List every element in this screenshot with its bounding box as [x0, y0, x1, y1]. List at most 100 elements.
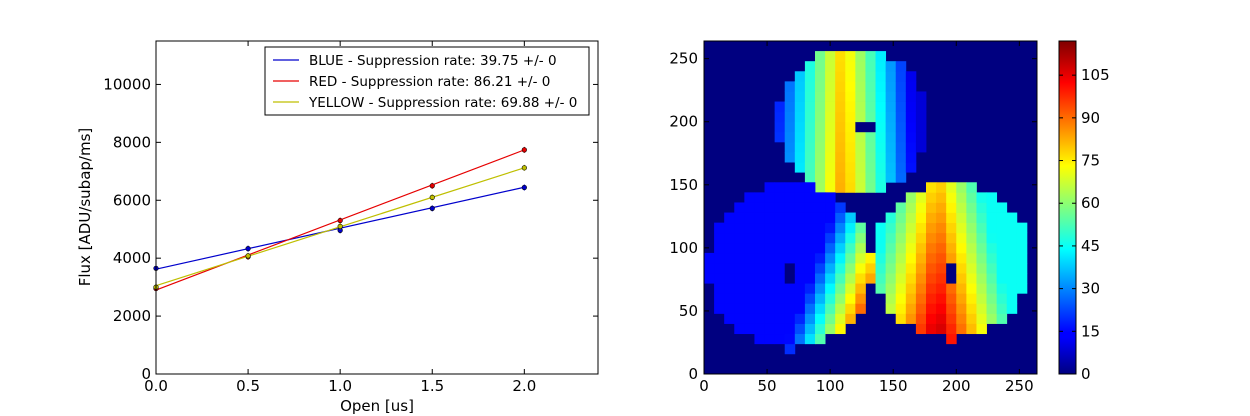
heatmap-cell — [704, 273, 715, 284]
heatmap-cell — [835, 313, 846, 324]
heatmap-cell — [926, 202, 937, 213]
heatmap-cell — [875, 263, 887, 274]
heatmap-cell — [744, 202, 755, 213]
heatmap-cell — [815, 121, 826, 133]
heatmap-cell — [905, 71, 917, 82]
heatmap-cell — [895, 252, 907, 264]
heatmap-cell — [784, 303, 796, 314]
heatmap-cell — [1006, 252, 1018, 264]
heatmap-cell — [956, 293, 967, 304]
heatmap-cell — [976, 323, 987, 335]
heatmap-cell — [885, 61, 897, 72]
heatmap-cell — [895, 162, 907, 173]
heatmap-cell — [905, 131, 917, 143]
legend: BLUE - Suppression rate: 39.75 +/- 0 RED … — [264, 46, 590, 116]
heatmap-cell — [996, 283, 1008, 294]
heatmap-cell — [1006, 232, 1018, 244]
heatmap-cell — [815, 232, 826, 244]
heatmap-cell — [825, 252, 836, 264]
heatmap-cell — [734, 263, 745, 274]
heatmap-cell — [946, 283, 957, 294]
heatmap-x-tick-label: 50 — [758, 377, 777, 395]
heatmap-cell — [744, 273, 755, 284]
heatmap-cell — [815, 111, 826, 123]
heatmap-cell — [976, 252, 987, 264]
heatmap-cell — [744, 222, 755, 234]
heatmap-cell — [946, 192, 957, 203]
heatmap-cell — [855, 242, 866, 254]
heatmap-cell — [986, 313, 998, 324]
heatmap-cell — [794, 333, 806, 345]
heatmap-x-tick-label: 0 — [699, 377, 709, 395]
heatmap-cell — [804, 283, 816, 294]
heatmap-cell — [704, 252, 715, 264]
heatmap-cell — [966, 303, 977, 314]
heatmap-cell — [774, 131, 786, 143]
heatmap-cell — [855, 81, 866, 92]
heatmap-cell — [764, 283, 776, 294]
heatmap-cell — [754, 252, 765, 264]
heatmap-cell — [855, 293, 866, 304]
heatmap-cell — [815, 313, 826, 324]
heatmap-cell — [815, 61, 826, 72]
heatmap-cell — [956, 192, 967, 203]
pupil-0 — [774, 51, 927, 193]
heatmap-cell — [936, 212, 947, 224]
heatmap-cell — [966, 232, 977, 244]
heatmap-cell — [936, 313, 947, 324]
heatmap-cell — [905, 313, 917, 324]
heatmap-cell — [865, 111, 876, 123]
heatmap-cell — [784, 81, 796, 92]
heatmap-cell — [754, 323, 765, 335]
heatmap-cell — [734, 313, 745, 324]
series-2-point-3 — [429, 194, 435, 200]
heatmap-cell — [1016, 232, 1028, 244]
heatmap-cell — [825, 323, 836, 335]
heatmap-cell — [774, 202, 786, 213]
heatmap-cell — [794, 111, 806, 123]
heatmap-cell — [926, 232, 937, 244]
heatmap-cell — [794, 101, 806, 113]
heatmap-cell — [744, 242, 755, 254]
y-axis-label: Flux [ADU/subap/ms] — [76, 128, 94, 287]
heatmap-cell — [966, 283, 977, 294]
heatmap-cell — [835, 131, 846, 143]
heatmap-cell — [774, 212, 786, 224]
heatmap-cell — [794, 263, 806, 274]
heatmap-cell — [915, 293, 927, 304]
heatmap-cell — [855, 303, 866, 314]
heatmap-cell — [915, 131, 927, 143]
heatmap-y-tick-label: 50 — [679, 302, 698, 320]
heatmap-cell — [794, 212, 806, 224]
heatmap-cell — [946, 202, 957, 213]
y-tick-label: 2000 — [113, 307, 151, 325]
heatmap-cell — [734, 212, 745, 224]
heatmap-cell — [875, 111, 887, 123]
heatmap-cell — [724, 252, 735, 264]
heatmap-cell — [855, 252, 866, 264]
heatmap-cell — [915, 313, 927, 324]
colorbar-tick-label: 0 — [1081, 365, 1091, 383]
heatmap-cell — [905, 162, 917, 173]
colorbar-tick-label: 15 — [1081, 322, 1100, 340]
heatmap-cell — [774, 121, 786, 133]
legend-entry-0: BLUE - Suppression rate: 39.75 +/- 0 — [309, 53, 557, 69]
heatmap-cell — [1006, 273, 1018, 284]
heatmap-cell — [815, 81, 826, 92]
heatmap-cell — [815, 293, 826, 304]
heatmap-cell — [825, 232, 836, 244]
heatmap-cell — [835, 152, 846, 163]
heatmap-cell — [986, 242, 998, 254]
heatmap-cell — [744, 252, 755, 264]
heatmap-cell — [1006, 293, 1018, 304]
heatmap-cell — [764, 192, 776, 203]
heatmap-cell — [794, 303, 806, 314]
heatmap-cell — [865, 252, 876, 264]
heatmap-cell — [754, 333, 765, 345]
heatmap-cell — [845, 111, 856, 123]
heatmap-cell — [714, 303, 725, 314]
heatmap-cell — [956, 313, 967, 324]
heatmap-cell — [835, 71, 846, 82]
colorbar-tick-label: 75 — [1081, 152, 1100, 170]
heatmap-cell — [825, 111, 836, 123]
